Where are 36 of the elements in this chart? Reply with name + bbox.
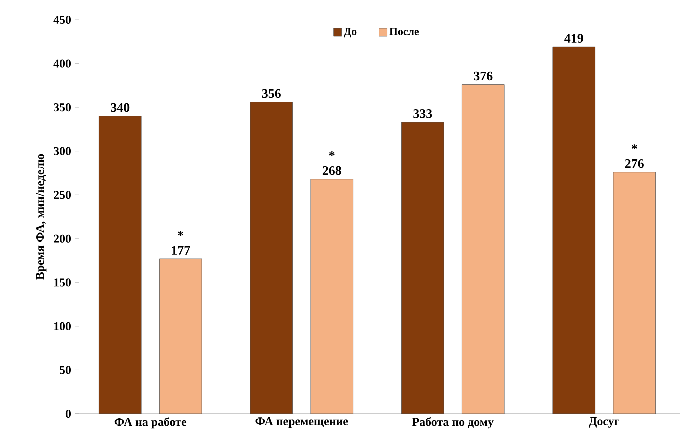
annotation: * <box>329 152 335 156</box>
y-tick-label: 450 <box>54 16 72 24</box>
y-tick-label: 150 <box>54 278 72 287</box>
legend-label: После <box>390 28 420 36</box>
x-tick-label: ФА перемещение <box>256 418 348 428</box>
data-label: 177 <box>172 246 190 255</box>
x-tick-label: Досуг <box>589 418 620 428</box>
y-tick-label: 100 <box>54 322 72 330</box>
data-label: 340 <box>111 103 130 112</box>
bar <box>552 46 596 414</box>
data-label: 276 <box>625 159 644 168</box>
x-tick-label: ФА на работе <box>114 418 187 429</box>
data-label: 333 <box>414 110 432 118</box>
y-axis-title: Время ФА, мин/неделю <box>36 154 47 280</box>
data-label: 356 <box>262 89 281 98</box>
y-tick-label: 350 <box>54 104 72 112</box>
annotation: * <box>632 144 638 150</box>
y-tick-label: 0 <box>66 410 72 418</box>
bar <box>462 84 505 414</box>
bar <box>250 102 293 414</box>
bar <box>160 258 202 414</box>
bar <box>613 172 656 414</box>
y-tick-label: 200 <box>54 234 72 243</box>
y-tick-label: 300 <box>54 147 72 156</box>
y-tick-label: 50 <box>60 366 72 374</box>
data-label: 376 <box>474 72 493 81</box>
annotation: * <box>178 231 184 236</box>
bar <box>310 179 354 414</box>
x-tick-label: Работа по дому <box>412 418 494 429</box>
data-label: 268 <box>322 166 342 176</box>
bar <box>99 116 142 414</box>
bar <box>402 122 444 414</box>
y-tick-label: 400 <box>54 60 72 68</box>
legend-label: До <box>344 28 357 38</box>
y-tick-label: 250 <box>54 191 72 200</box>
data-label: 419 <box>564 34 584 43</box>
